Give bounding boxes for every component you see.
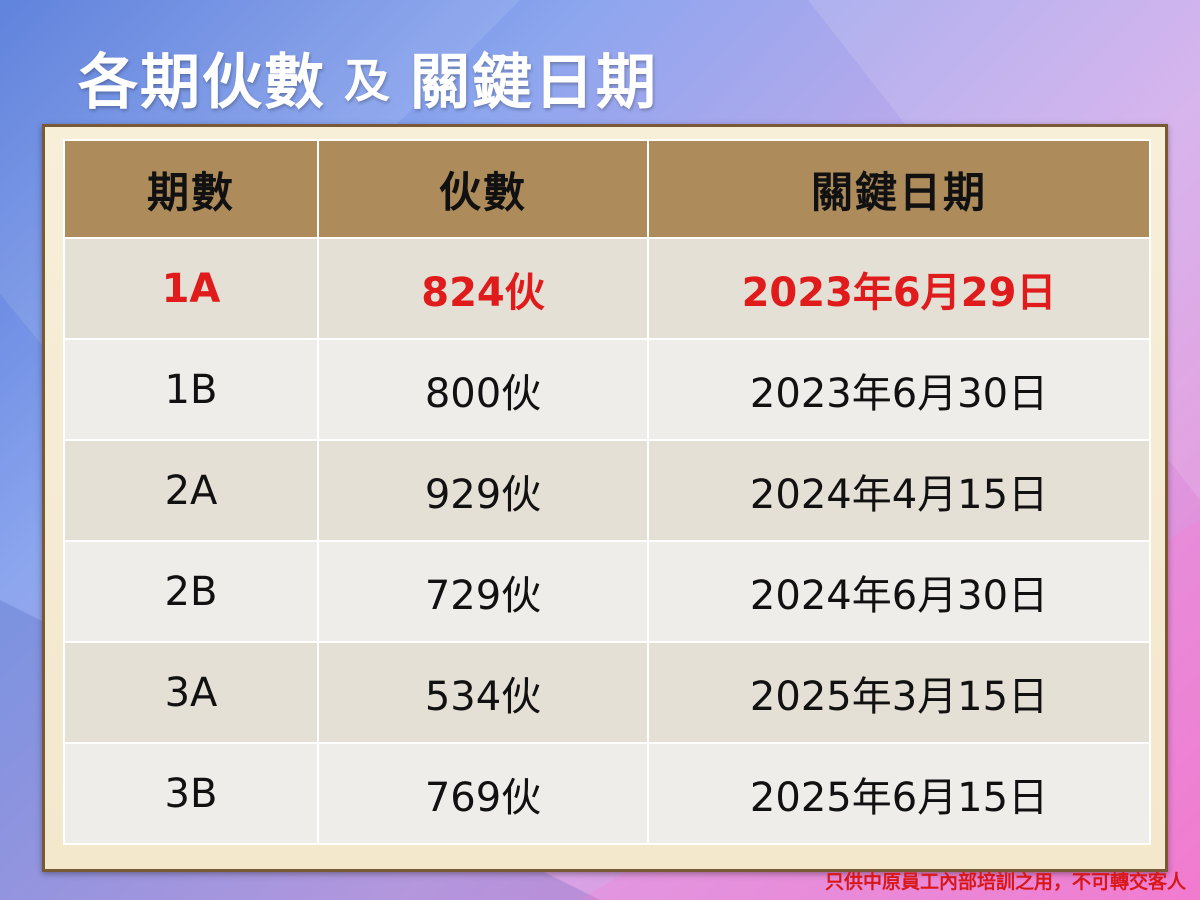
table-row: 3A 534伙 2025年3月15日 (63, 641, 1151, 744)
table-row-highlighted: 1A 824伙 2023年6月29日 (63, 237, 1151, 340)
column-header-date: 關鍵日期 (647, 139, 1151, 239)
title-connector: 及 (344, 54, 392, 108)
cell-date: 2024年6月30日 (647, 540, 1151, 643)
cell-units: 929伙 (317, 439, 649, 542)
cell-units: 729伙 (317, 540, 649, 643)
cell-phase: 1B (63, 338, 319, 441)
column-header-units: 伙數 (317, 139, 649, 239)
cell-units: 800伙 (317, 338, 649, 441)
cell-date: 2023年6月30日 (647, 338, 1151, 441)
title-tail: 關鍵日期 (410, 48, 658, 118)
table-row: 2B 729伙 2024年6月30日 (63, 540, 1151, 643)
cell-date: 2025年6月15日 (647, 742, 1151, 845)
table-card: 期數 伙數 關鍵日期 1A 824伙 2023年6月29日 1B 800伙 20… (42, 124, 1168, 872)
slide-title: 各期伙數及關鍵日期 (78, 34, 658, 121)
cell-units: 534伙 (317, 641, 649, 744)
cell-phase: 3A (63, 641, 319, 744)
title-main: 各期伙數 (78, 48, 326, 118)
table-row: 1B 800伙 2023年6月30日 (63, 338, 1151, 441)
phase-table: 期數 伙數 關鍵日期 1A 824伙 2023年6月29日 1B 800伙 20… (63, 139, 1151, 845)
cell-date: 2023年6月29日 (647, 237, 1151, 340)
column-header-phase: 期數 (63, 139, 319, 239)
cell-date: 2025年3月15日 (647, 641, 1151, 744)
table-header-row: 期數 伙數 關鍵日期 (63, 139, 1151, 239)
internal-use-notice: 只供中原員工內部培訓之用，不可轉交客人 (824, 871, 1186, 893)
table-row: 2A 929伙 2024年4月15日 (63, 439, 1151, 542)
cell-phase: 1A (63, 237, 319, 340)
cell-phase: 3B (63, 742, 319, 845)
cell-phase: 2B (63, 540, 319, 643)
cell-units: 824伙 (317, 237, 649, 340)
cell-units: 769伙 (317, 742, 649, 845)
table-row: 3B 769伙 2025年6月15日 (63, 742, 1151, 845)
cell-phase: 2A (63, 439, 319, 542)
cell-date: 2024年4月15日 (647, 439, 1151, 542)
